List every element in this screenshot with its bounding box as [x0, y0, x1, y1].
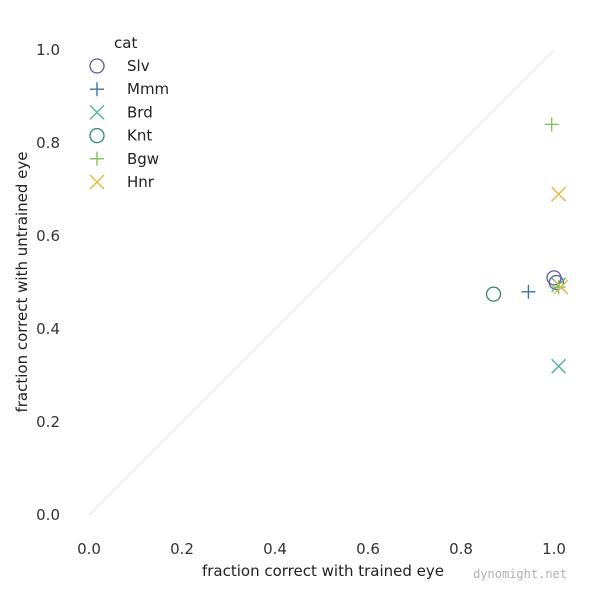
data-point-knt	[485, 286, 502, 302]
x-tick-label: 0.6	[356, 540, 380, 558]
x-tick-label: 0.4	[263, 540, 287, 558]
y-tick-label: 0.8	[36, 134, 60, 152]
legend-marker-slv	[89, 58, 105, 74]
legend-marker-mmm	[90, 82, 104, 97]
y-tick-label: 0.6	[36, 227, 60, 245]
data-point-brd	[551, 358, 567, 374]
legend-label-brd: Brd	[127, 103, 153, 121]
legend-marker-hnr	[89, 174, 105, 190]
x-axis-label: fraction correct with trained eye	[202, 562, 444, 580]
data-point-bgw	[544, 117, 559, 132]
legend: cat Slv Mmm Brd Knt Bgw Hnr	[89, 34, 169, 191]
legend-label-slv: Slv	[127, 57, 150, 75]
legend-marker-brd	[89, 104, 105, 120]
legend-label-bgw: Bgw	[127, 150, 159, 168]
data-point-hnr	[553, 279, 569, 295]
legend-label-knt: Knt	[127, 127, 152, 145]
x-tick-label: 0.2	[170, 540, 194, 558]
legend-marker-bgw	[90, 151, 104, 166]
data-point-hnr	[551, 186, 567, 202]
watermark: dynomight.net	[473, 567, 567, 581]
y-tick-label: 0.4	[36, 320, 60, 338]
data-point-mmm	[521, 284, 536, 299]
legend-label-mmm: Mmm	[127, 80, 169, 98]
y-tick-label: 0.0	[36, 506, 60, 524]
x-tick-label: 1.0	[542, 540, 566, 558]
y-tick-label: 1.0	[36, 41, 60, 59]
legend-label-hnr: Hnr	[127, 173, 155, 191]
x-axis-ticks: 0.0 0.2 0.4 0.6 0.8 1.0	[77, 540, 566, 558]
data-point-bgw	[551, 280, 566, 295]
plot-area	[88, 49, 555, 516]
x-tick-label: 0.0	[77, 540, 101, 558]
y-axis-ticks: 0.0 0.2 0.4 0.6 0.8 1.0	[36, 41, 60, 524]
legend-marker-knt	[89, 127, 105, 144]
x-tick-label: 0.8	[449, 540, 473, 558]
y-axis-label: fraction correct with untrained eye	[13, 151, 31, 412]
data-point-slv	[548, 274, 564, 291]
diagonal-reference-line	[88, 49, 555, 516]
data-points	[485, 117, 569, 374]
y-tick-label: 0.2	[36, 413, 60, 431]
legend-title: cat	[114, 34, 137, 52]
